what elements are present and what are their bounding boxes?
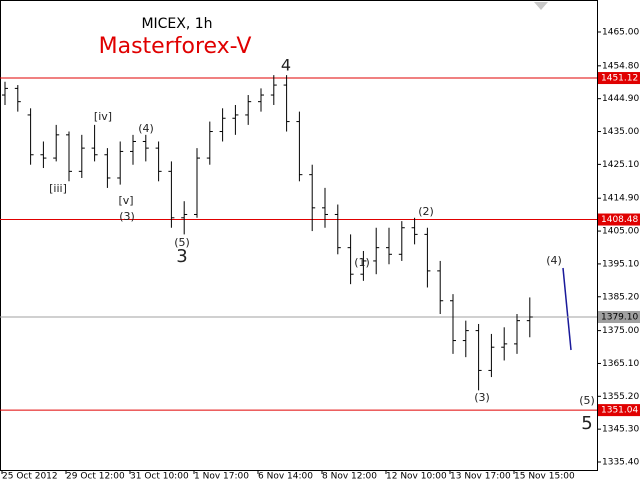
- y-tick-label: 1355.20: [602, 392, 639, 402]
- level-label: 1379.10: [601, 313, 638, 323]
- x-tick-label: 29 Oct 12:00: [66, 472, 125, 480]
- x-tick-label: 1 Nov 17:00: [194, 472, 249, 480]
- chart-title: MICEX, 1h: [141, 16, 212, 32]
- x-tick-label: 25 Oct 2012: [2, 472, 58, 480]
- x-tick-label: 8 Nov 12:00: [322, 472, 377, 480]
- wave-label: (5): [579, 394, 595, 407]
- y-tick-label: 1425.10: [602, 160, 639, 170]
- wave-label: (4): [138, 122, 154, 135]
- y-tick-label: 1345.30: [602, 425, 639, 435]
- x-tick-label: 31 Oct 10:00: [130, 472, 189, 480]
- wave-label: (5): [174, 236, 190, 249]
- y-tick-label: 1385.20: [602, 292, 639, 302]
- level-tag: [598, 72, 640, 85]
- level-tag: [598, 311, 640, 324]
- level-tag: [598, 404, 640, 417]
- y-tick-label: 1335.40: [602, 458, 639, 468]
- y-tick-label: 1444.90: [602, 94, 639, 104]
- chart-subtitle: Masterforex-V: [99, 34, 252, 59]
- level-tag: [598, 213, 640, 226]
- y-tick-label: 1365.10: [602, 359, 639, 369]
- wave-label: [iv]: [94, 110, 112, 123]
- plot-frame: [0, 0, 598, 471]
- y-tick-label: 1405.00: [602, 227, 639, 237]
- level-label: 1451.12: [601, 74, 638, 84]
- y-tick-label: 1435.00: [602, 127, 639, 137]
- y-tick-label: 1395.10: [602, 259, 639, 269]
- projection-line: [562, 267, 572, 351]
- wave-label: (3): [474, 391, 490, 404]
- wave-label: 5: [581, 413, 592, 434]
- wave-label: 3: [176, 246, 187, 267]
- wave-label: (1): [354, 256, 370, 269]
- x-tick-label: 12 Nov 10:00: [386, 472, 447, 480]
- scroll-icon: [534, 2, 548, 10]
- y-tick-label: 1375.00: [602, 326, 639, 336]
- wave-label: (4): [546, 254, 562, 267]
- wave-label: 4: [281, 56, 291, 75]
- x-tick-label: 13 Nov 17:00: [450, 472, 511, 480]
- y-tick-label: 1414.90: [602, 194, 639, 204]
- x-tick-label: 6 Nov 14:00: [258, 472, 313, 480]
- y-tick-label: 1454.80: [602, 61, 639, 71]
- x-tick-label: 15 Nov 15:00: [514, 472, 575, 480]
- level-label: 1408.48: [601, 215, 638, 225]
- wave-label: [iii]: [49, 182, 67, 195]
- wave-label: (3): [119, 210, 135, 223]
- level-label: 1351.04: [601, 406, 638, 416]
- wave-label: [v]: [118, 194, 133, 207]
- wave-label: (2): [418, 205, 434, 218]
- y-tick-label: 1465.00: [602, 27, 639, 37]
